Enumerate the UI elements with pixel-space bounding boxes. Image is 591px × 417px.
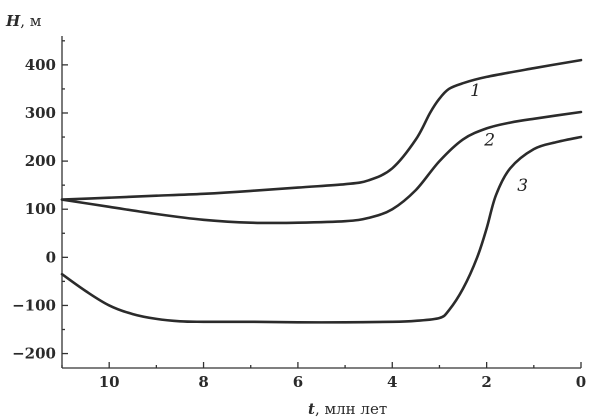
tick-group: 400 300 200 100 0 −100 −200 10 8 6 4 2 0 [12, 40, 586, 391]
series-label-2: 2 [483, 131, 495, 151]
x-tick-label: 8 [198, 373, 208, 391]
series-label-3: 3 [517, 176, 528, 196]
y-tick-label: 200 [25, 152, 56, 170]
x-tick-label: 6 [293, 373, 303, 391]
y-tick-label: 100 [25, 200, 56, 218]
x-tick-label: 0 [576, 373, 586, 391]
y-tick-label: 0 [46, 248, 56, 266]
y-axis-label-var: H [5, 12, 21, 30]
svg-text:H, м: H, м [5, 12, 42, 30]
y-tick-label: 300 [25, 104, 56, 122]
y-axis-label-unit: , м [20, 12, 42, 30]
y-tick-label: 400 [25, 56, 56, 74]
series-line-2 [60, 110, 583, 225]
series-line-3 [60, 135, 583, 324]
x-axis-label-var: t [308, 400, 315, 417]
x-tick-label: 4 [387, 373, 397, 391]
y-tick-label: −200 [12, 345, 56, 363]
x-tick-label: 10 [99, 373, 120, 391]
y-axis-label: H, м [5, 12, 42, 30]
y-tick-label: −100 [12, 296, 56, 314]
series-line-1 [60, 58, 583, 201]
series-label-1: 1 [470, 81, 481, 101]
x-axis-label-unit: , млн лет [315, 400, 387, 417]
series-group [60, 58, 583, 324]
svg-text:t, млн лет: t, млн лет [308, 400, 387, 417]
x-axis-label: t, млн лет [308, 400, 387, 417]
x-tick-label: 2 [481, 373, 491, 391]
series-label-group: 1 2 3 [470, 81, 528, 196]
